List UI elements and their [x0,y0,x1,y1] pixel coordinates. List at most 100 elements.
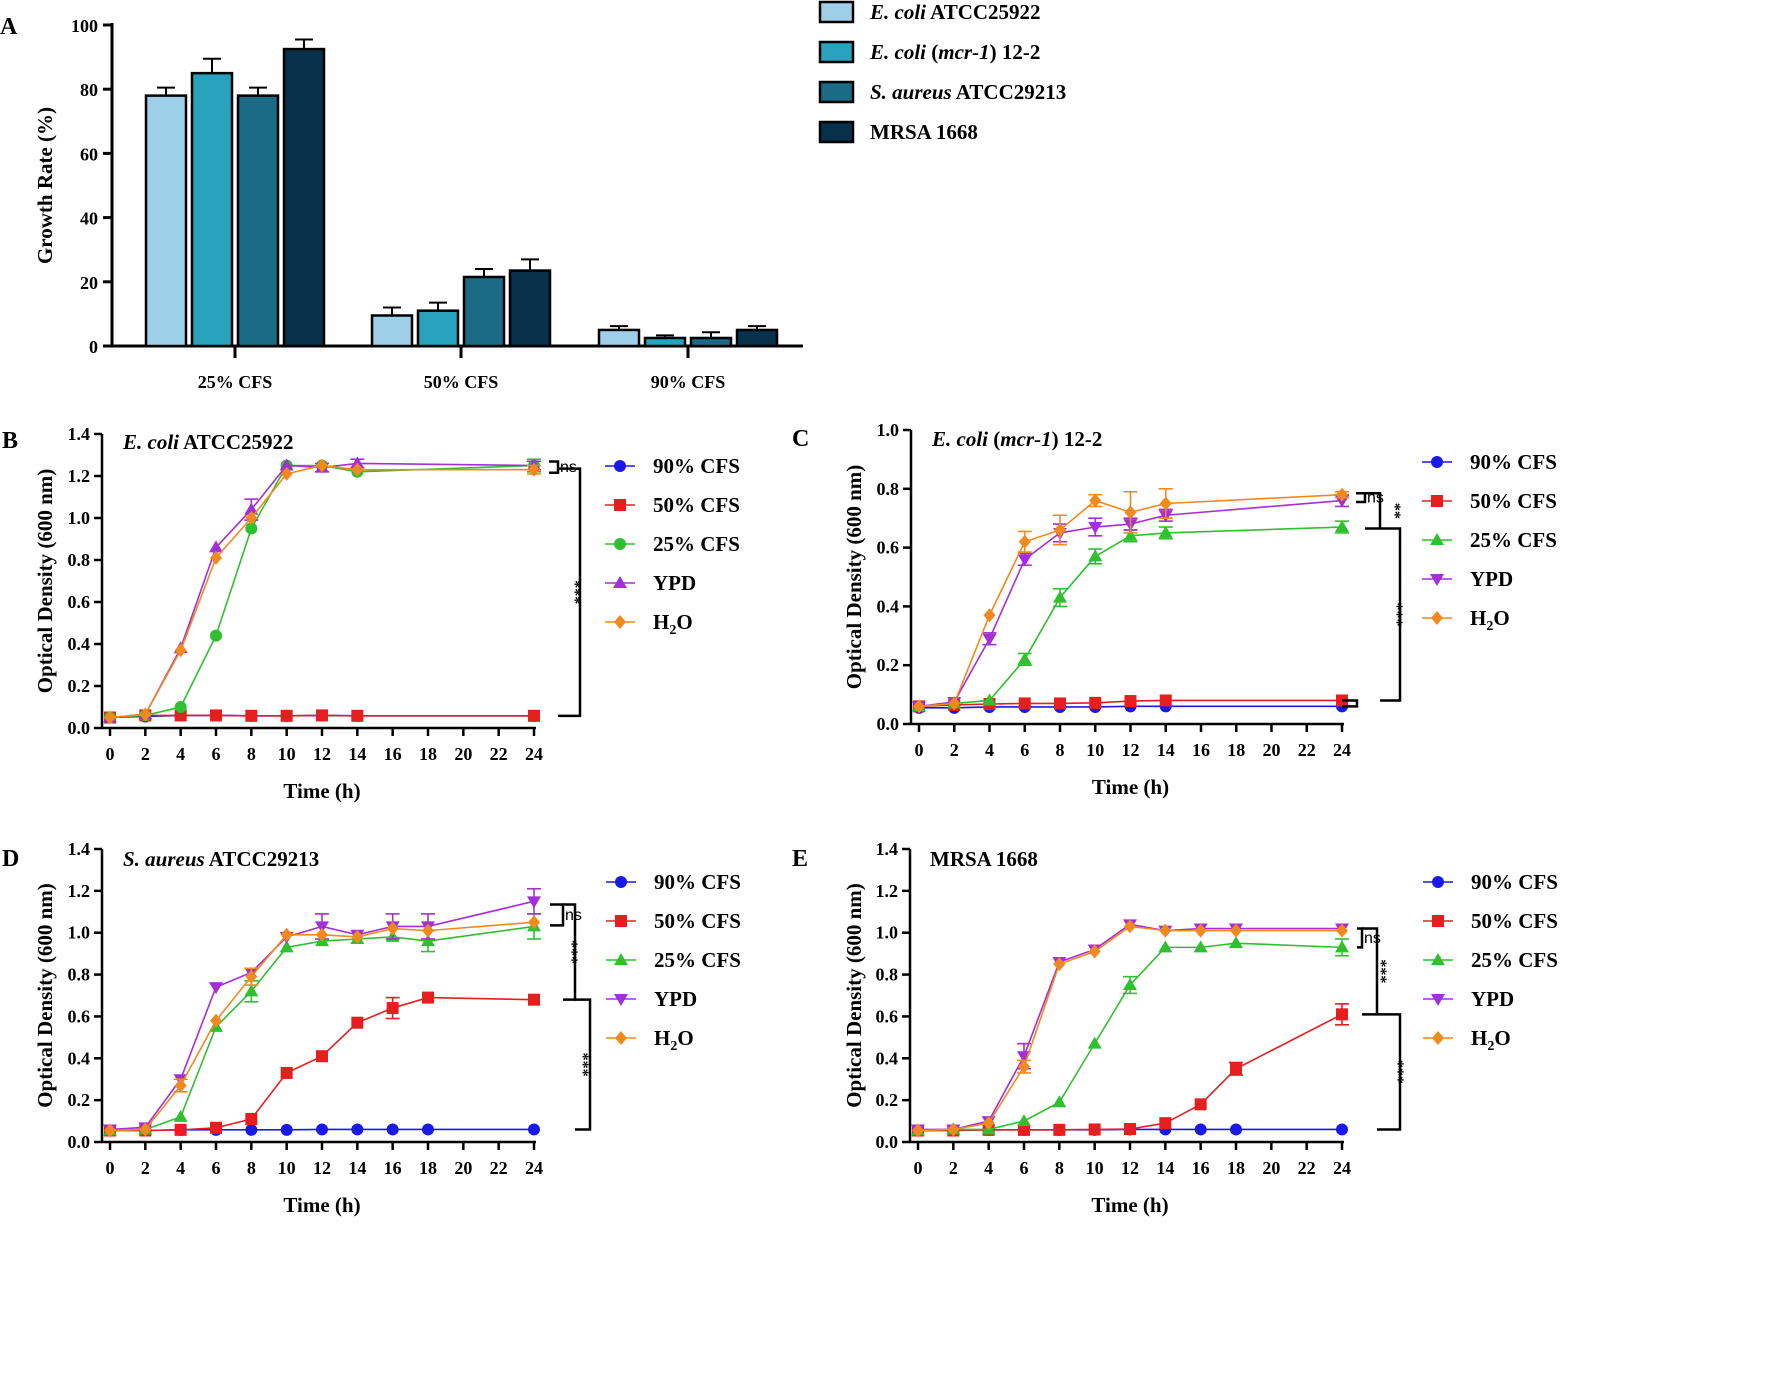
data-point [174,1078,187,1093]
title-italic: E. coli [931,427,988,451]
series-h2o [913,487,1349,714]
data-point [913,699,925,714]
x-tick-label: 24 [1333,1158,1351,1178]
data-point [1336,923,1348,938]
x-tick-label: 16 [1192,740,1210,760]
x-tick-label: 24 [1333,740,1351,760]
data-point [1194,1123,1207,1136]
legend-swatch [818,80,855,104]
legend-subscript: 2 [669,623,676,638]
legend-part: O [1493,606,1509,630]
bracket-line [1365,491,1382,530]
data-point [1158,940,1173,953]
legend-label: H2O [653,610,693,638]
legend-part: 50% CFS [654,909,741,933]
legend-part: 90% CFS [654,870,741,894]
data-point [1230,1062,1242,1075]
legend-label: 90% CFS [653,454,740,478]
series-ypd [911,919,1349,1137]
data-point [244,984,259,997]
series-line [918,923,1342,1131]
legend-part: YPD [1471,987,1514,1011]
data-point [948,696,961,711]
legend-part: YPD [653,571,696,595]
x-tick-label: 10 [278,744,296,764]
x-tick-label: 14 [348,1158,366,1178]
x-tick-label: 14 [1157,740,1175,760]
data-point [210,1121,222,1134]
data-point [982,693,997,706]
series-50-cfs [104,991,540,1137]
data-point [1336,1008,1348,1021]
data-point [983,608,996,623]
data-point [1124,919,1136,934]
y-tick-label-a: 100 [71,16,98,36]
legend-label-a: E. coli (mcr-1) 12-2 [869,40,1040,64]
title-part: ( [988,427,1000,451]
legend-marker [615,915,627,927]
legend-part: H [654,1026,670,1050]
legend-part: H [653,610,669,634]
data-point [1230,923,1242,938]
data-point [1124,505,1137,520]
data-point [245,1123,258,1136]
data-point [386,1123,399,1136]
significance-ns: ns [550,903,582,927]
x-tick-label: 18 [1227,740,1245,760]
legend-part: O [677,1026,693,1050]
data-point [421,934,435,947]
sig-label: *** [1388,602,1405,626]
panel-d: D0.00.20.40.60.81.01.21.40 2 4 6 8 10 12 14 16 18… [2,839,741,1217]
series-h2o [912,919,1348,1138]
panel-label: C [792,426,809,452]
data-point [1194,1098,1207,1111]
y-axis-title: Optical Density (600 nm) [842,465,866,690]
series-h2o [104,458,541,725]
y-tick-label: 0.8 [876,965,899,985]
bracket-line [563,903,577,1001]
legend-marker [1432,1031,1444,1045]
y-tick-label: 0.2 [876,1090,899,1110]
x-tick-label: 14 [348,744,366,764]
x-tick-label: 24 [525,744,543,764]
legend-label: 50% CFS [1471,909,1558,933]
y-tick-label: 1.2 [876,881,899,901]
significance-star: *** [1380,527,1405,702]
data-point [1018,697,1031,710]
legend-label: H2O [654,1026,694,1054]
bar [643,336,687,348]
data-point [245,511,258,525]
title-part: ATCC25922 [179,430,294,454]
x-tick-label: 22 [1298,740,1316,760]
x-tick-label: 2 [950,740,959,760]
y-tick-label: 0.6 [68,592,91,612]
significance-star: *** [1362,927,1389,1016]
data-point [1018,1059,1030,1074]
legend-part: 90% CFS [653,454,740,478]
title-part: MRSA 1668 [930,847,1038,871]
series-line [109,464,535,719]
series-line [109,925,535,1132]
data-point [351,1016,364,1029]
panel-b: B0.00.20.40.60.81.01.21.40 2 4 6 8 10 12 14 16 18… [2,424,740,803]
legend-part: 25% CFS [654,948,741,972]
y-tick-label: 1.4 [68,424,91,444]
data-point [1159,694,1172,707]
data-point [1336,1123,1348,1136]
y-tick-label: 0.0 [68,718,91,738]
x-category-label: 25% CFS [198,372,273,392]
series-ypd [103,456,541,723]
data-point [1230,1123,1242,1136]
data-point [1087,1036,1102,1049]
data-point [1193,940,1208,953]
series-line [917,942,1343,1132]
data-point [1053,1123,1066,1136]
data-point [1053,590,1067,603]
data-point [279,940,294,953]
data-point [316,1123,328,1136]
legend-part: 50% CFS [653,493,740,517]
strain-title: E. coli ATCC25922 [122,430,294,454]
y-tick-label: 0.0 [877,714,900,734]
legend-label: 25% CFS [1471,948,1558,972]
y-tick-label: 1.2 [68,881,91,901]
